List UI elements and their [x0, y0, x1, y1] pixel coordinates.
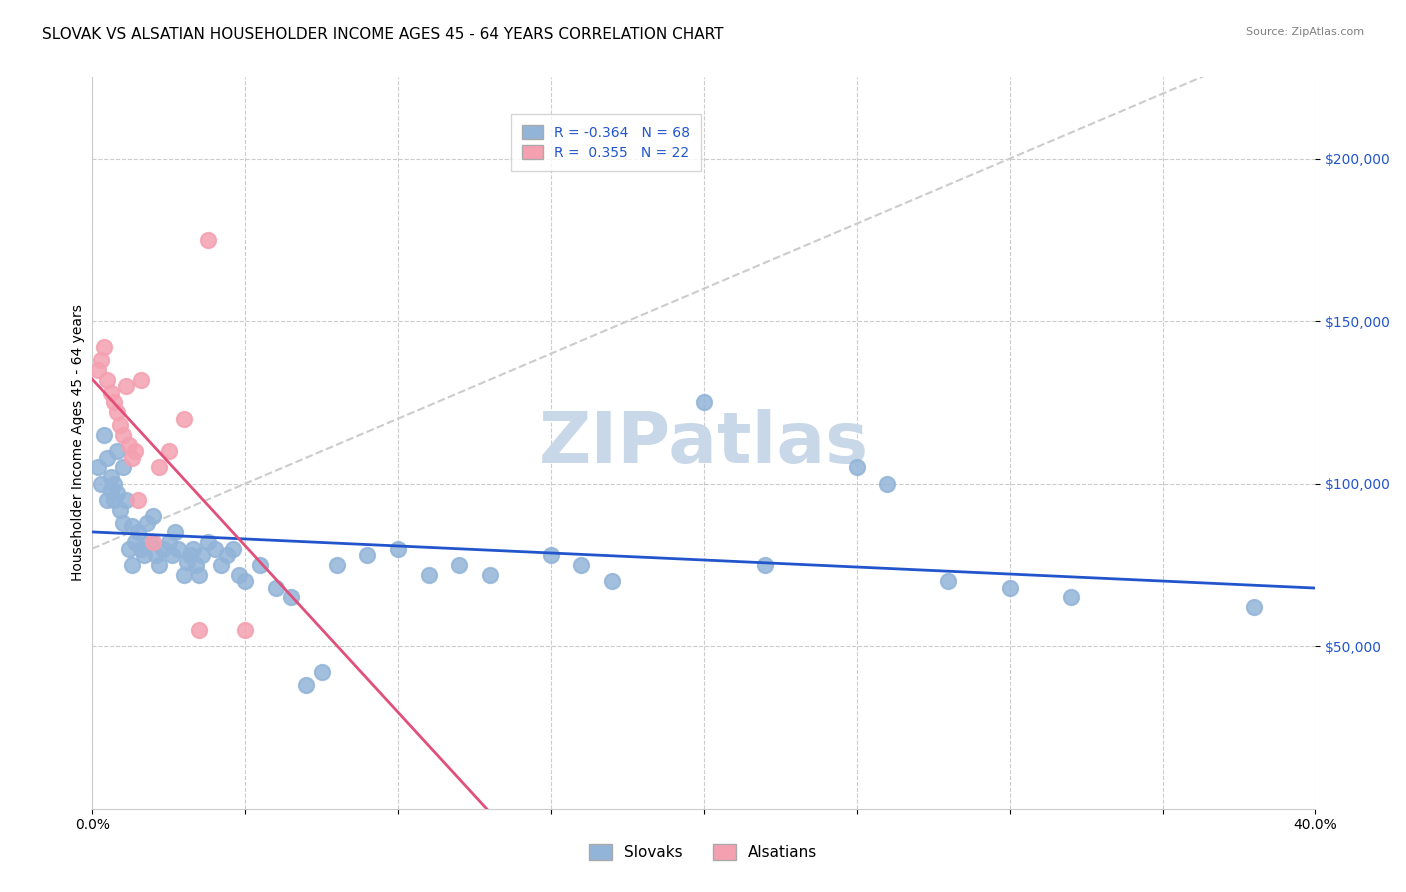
- Text: Source: ZipAtlas.com: Source: ZipAtlas.com: [1246, 27, 1364, 37]
- Point: [108, 502, 131, 516]
- Point: [693, 395, 716, 409]
- Point: [845, 460, 868, 475]
- Point: [121, 450, 143, 465]
- Point: [280, 591, 302, 605]
- Point: [600, 574, 623, 589]
- Point: [118, 541, 141, 556]
- Point: [152, 541, 174, 556]
- Point: [166, 541, 188, 556]
- Point: [160, 548, 183, 562]
- Point: [87, 460, 110, 475]
- Point: [127, 492, 149, 507]
- Point: [204, 541, 226, 556]
- Y-axis label: Householder Income Ages 45 - 64 years: Householder Income Ages 45 - 64 years: [72, 305, 86, 582]
- Point: [87, 363, 110, 377]
- Point: [478, 567, 501, 582]
- Point: [103, 492, 125, 507]
- Point: [173, 567, 195, 582]
- Point: [127, 525, 149, 540]
- Point: [998, 581, 1021, 595]
- Point: [96, 492, 118, 507]
- Point: [148, 558, 170, 572]
- Point: [326, 558, 349, 572]
- Point: [215, 548, 238, 562]
- Text: SLOVAK VS ALSATIAN HOUSEHOLDER INCOME AGES 45 - 64 YEARS CORRELATION CHART: SLOVAK VS ALSATIAN HOUSEHOLDER INCOME AG…: [42, 27, 724, 42]
- Point: [145, 548, 167, 562]
- Point: [179, 548, 201, 562]
- Point: [100, 385, 122, 400]
- Legend: R = -0.364   N = 68, R =  0.355   N = 22: R = -0.364 N = 68, R = 0.355 N = 22: [510, 113, 702, 171]
- Point: [197, 233, 219, 247]
- Point: [938, 574, 960, 589]
- Point: [114, 492, 136, 507]
- Point: [90, 476, 112, 491]
- Point: [134, 548, 156, 562]
- Point: [754, 558, 776, 572]
- Text: ZIPatlas: ZIPatlas: [538, 409, 869, 477]
- Point: [124, 444, 146, 458]
- Point: [105, 444, 128, 458]
- Point: [142, 535, 165, 549]
- Point: [173, 411, 195, 425]
- Point: [176, 555, 198, 569]
- Point: [191, 548, 214, 562]
- Point: [387, 541, 409, 556]
- Point: [233, 574, 256, 589]
- Point: [233, 623, 256, 637]
- Point: [96, 450, 118, 465]
- Point: [103, 395, 125, 409]
- Point: [181, 541, 204, 556]
- Point: [100, 470, 122, 484]
- Point: [311, 665, 333, 680]
- Point: [186, 558, 208, 572]
- Point: [93, 428, 115, 442]
- Point: [228, 567, 250, 582]
- Point: [1060, 591, 1083, 605]
- Legend: Slovaks, Alsatians: Slovaks, Alsatians: [582, 838, 824, 866]
- Point: [100, 483, 122, 498]
- Point: [93, 340, 115, 354]
- Point: [249, 558, 271, 572]
- Point: [418, 567, 440, 582]
- Point: [124, 535, 146, 549]
- Point: [90, 353, 112, 368]
- Point: [163, 525, 186, 540]
- Point: [264, 581, 287, 595]
- Point: [295, 678, 318, 692]
- Point: [121, 519, 143, 533]
- Point: [103, 476, 125, 491]
- Point: [114, 379, 136, 393]
- Point: [111, 516, 134, 530]
- Point: [157, 535, 180, 549]
- Point: [121, 558, 143, 572]
- Point: [108, 418, 131, 433]
- Point: [188, 623, 211, 637]
- Point: [540, 548, 562, 562]
- Point: [105, 486, 128, 500]
- Point: [139, 535, 162, 549]
- Point: [571, 558, 593, 572]
- Point: [129, 541, 152, 556]
- Point: [356, 548, 378, 562]
- Point: [96, 373, 118, 387]
- Point: [188, 567, 211, 582]
- Point: [111, 460, 134, 475]
- Point: [157, 444, 180, 458]
- Point: [136, 516, 159, 530]
- Point: [449, 558, 471, 572]
- Point: [876, 476, 898, 491]
- Point: [222, 541, 245, 556]
- Point: [105, 405, 128, 419]
- Point: [111, 428, 134, 442]
- Point: [1243, 600, 1265, 615]
- Point: [209, 558, 232, 572]
- Point: [197, 535, 219, 549]
- Point: [142, 509, 165, 524]
- Point: [118, 438, 141, 452]
- Point: [148, 460, 170, 475]
- Point: [129, 373, 152, 387]
